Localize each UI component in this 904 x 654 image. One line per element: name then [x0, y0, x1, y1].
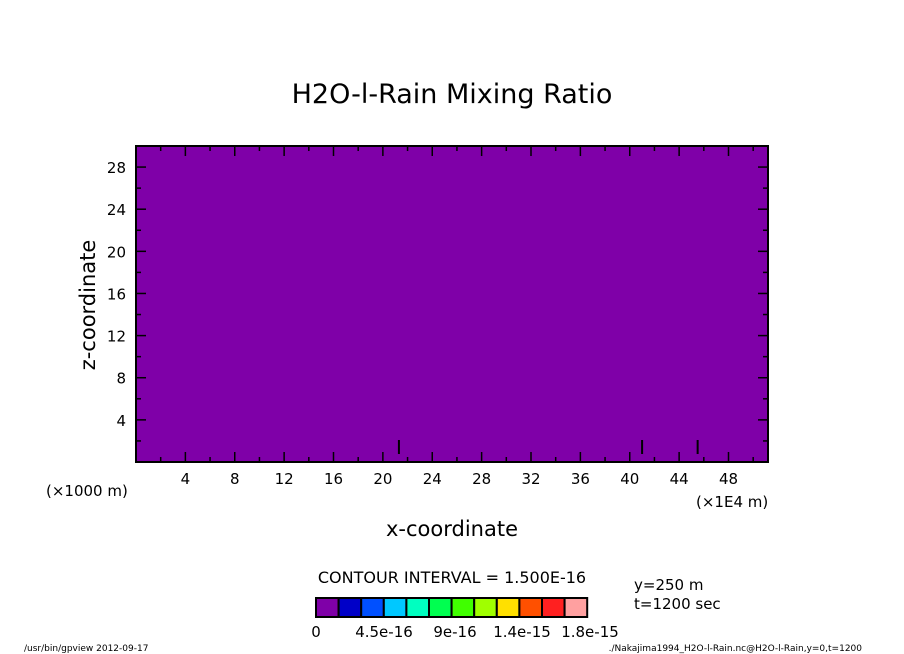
heatmap-field — [136, 146, 768, 462]
y-tick-label: 16 — [107, 285, 126, 303]
colorbar-label: 4.5e-16 — [355, 623, 413, 641]
x-tick-label: 28 — [472, 470, 491, 488]
y-tick-label: 20 — [107, 243, 126, 261]
rain-feature — [397, 440, 400, 454]
x-tick-label: 4 — [181, 470, 191, 488]
colorbar-swatch — [563, 597, 589, 618]
annotation-t: t=1200 sec — [634, 595, 721, 613]
annotation-y: y=250 m — [634, 576, 703, 594]
x-tick-label: 24 — [423, 470, 442, 488]
colorbar-label: 1.8e-15 — [561, 623, 619, 641]
colorbar-swatch — [405, 597, 430, 618]
colorbar-swatch — [360, 597, 385, 618]
rain-feature — [641, 440, 644, 454]
x-tick-label: 20 — [373, 470, 392, 488]
y-tick-label: 24 — [107, 201, 126, 219]
colorbar-label: 9e-16 — [433, 623, 476, 641]
colorbar-swatch — [315, 597, 340, 618]
x-tick-label: 48 — [719, 470, 738, 488]
x-unit-left: (×1000 m) — [46, 482, 128, 500]
x-axis-label: x-coordinate — [386, 517, 518, 541]
footer-left: /usr/bin/gpview 2012-09-17 — [24, 644, 148, 654]
colorbar-swatch — [541, 597, 566, 618]
plot-frame — [135, 145, 769, 463]
chart-title: H2O-l-Rain Mixing Ratio — [292, 79, 613, 110]
x-tick-label: 36 — [571, 470, 590, 488]
footer-right: ./Nakajima1994_H2O-l-Rain.nc@H2O-l-Rain,… — [609, 644, 863, 654]
x-tick-label: 16 — [324, 470, 343, 488]
y-tick-label: 12 — [107, 328, 126, 346]
x-tick-label: 8 — [230, 470, 240, 488]
x-tick-label: 32 — [521, 470, 540, 488]
contour-interval: CONTOUR INTERVAL = 1.500E-16 — [318, 568, 586, 587]
colorbar-label: 0 — [311, 623, 321, 641]
x-unit-right: (×1E4 m) — [696, 493, 768, 511]
x-tick-label: 12 — [275, 470, 294, 488]
colorbar-label: 1.4e-15 — [493, 623, 551, 641]
colorbar-swatch — [473, 597, 498, 618]
colorbar-swatch — [450, 597, 476, 618]
y-tick-label: 4 — [116, 412, 126, 430]
x-tick-label: 40 — [620, 470, 639, 488]
colorbar-swatch — [495, 597, 521, 618]
y-tick-label: 28 — [107, 159, 126, 177]
colorbar-swatch — [382, 597, 408, 618]
colorbar-swatch — [337, 597, 363, 618]
colorbar-swatch — [428, 597, 453, 618]
x-tick-label: 44 — [670, 470, 689, 488]
rain-feature — [696, 440, 699, 454]
colorbar-swatch — [518, 597, 544, 618]
y-axis-label: z-coordinate — [76, 240, 100, 371]
y-tick-label: 8 — [116, 370, 126, 388]
